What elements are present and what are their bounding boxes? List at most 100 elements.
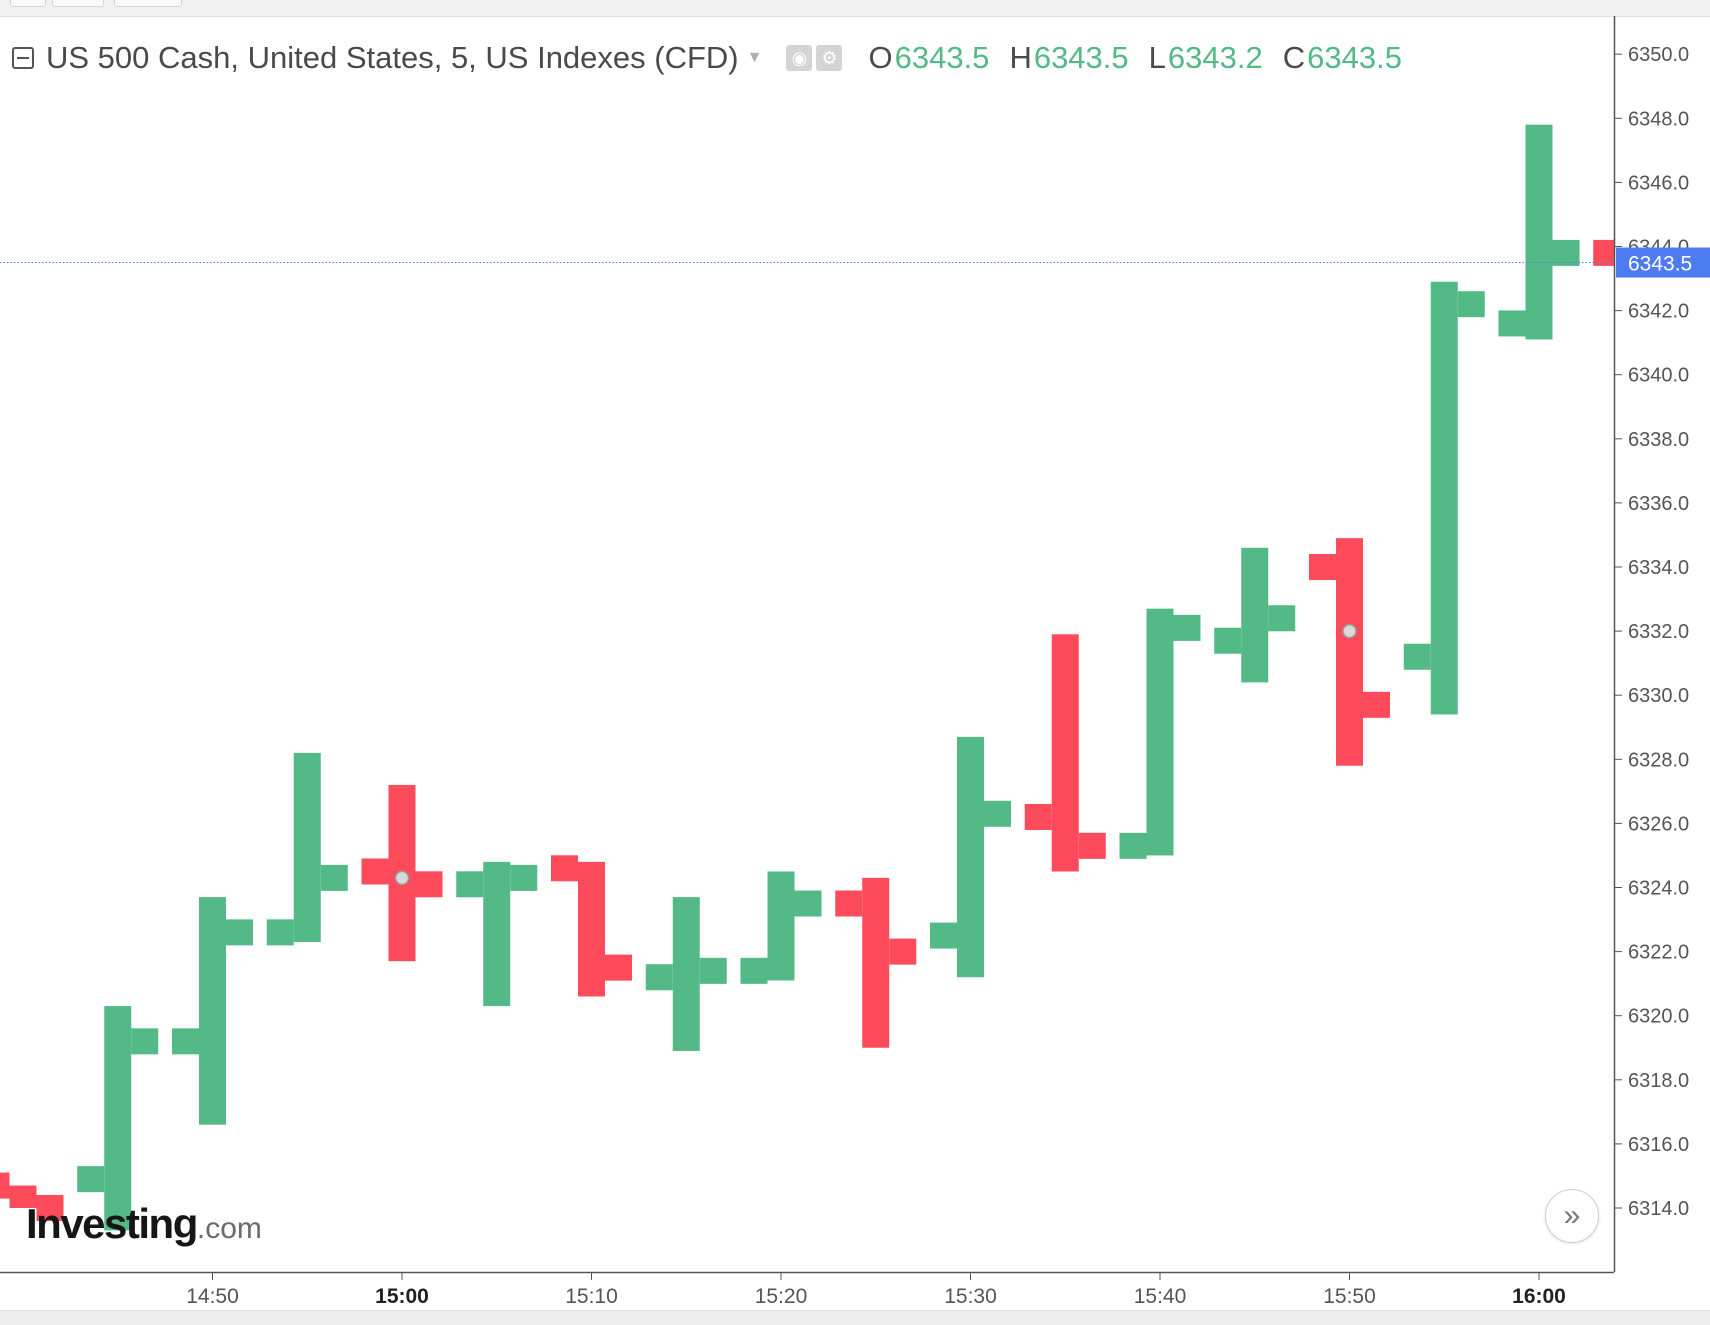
ohlc-bar[interactable] xyxy=(1214,547,1296,683)
ohlc-bar[interactable] xyxy=(835,877,917,1048)
logo-suffix: .com xyxy=(196,1212,262,1245)
bar-open-tick xyxy=(740,957,768,984)
bar-close-tick xyxy=(1078,832,1106,859)
x-tick-label: 15:20 xyxy=(755,1285,808,1308)
bar-open-tick xyxy=(645,964,673,991)
ohlc-bar[interactable] xyxy=(1024,634,1106,872)
high-value: 6343.5 xyxy=(1033,40,1129,75)
ohlc-bar[interactable] xyxy=(1498,124,1580,340)
bar-close-tick xyxy=(36,1195,64,1221)
bar-high-low xyxy=(1146,608,1174,856)
event-marker-icon xyxy=(394,870,410,886)
high-label: H xyxy=(1009,40,1032,75)
bar-high-low xyxy=(9,1185,37,1208)
bar-high-low xyxy=(483,861,511,1007)
open-label: O xyxy=(868,40,893,75)
collapse-legend-icon[interactable] xyxy=(12,47,34,69)
bar-open-tick xyxy=(361,858,389,885)
top-toolbar-strip xyxy=(0,0,1710,17)
ohlc-bar[interactable] xyxy=(1309,538,1390,766)
bar-open-tick xyxy=(1309,554,1336,580)
bar-open-tick xyxy=(835,890,863,917)
x-tick-label: 15:40 xyxy=(1134,1285,1187,1308)
symbol-title[interactable]: US 500 Cash, United States, 5, US Indexe… xyxy=(46,40,739,75)
y-tick-label: 6326.0 xyxy=(1628,813,1689,835)
bar-close-tick xyxy=(1268,605,1296,632)
y-tick-label: 6342.0 xyxy=(1628,301,1689,323)
y-tick-label: 6324.0 xyxy=(1628,878,1689,900)
eye-icon[interactable]: ◉ xyxy=(786,45,813,71)
chart-legend: US 500 Cash, United States, 5, US Indexe… xyxy=(12,36,1422,80)
y-tick-label: 6314.0 xyxy=(1628,1198,1689,1220)
bar-close-tick xyxy=(605,954,632,981)
y-tick-label: 6340.0 xyxy=(1628,365,1689,387)
x-tick-label: 15:10 xyxy=(565,1285,618,1308)
low-label: L xyxy=(1148,40,1166,75)
y-tick-label: 6320.0 xyxy=(1628,1006,1689,1028)
bar-open-tick xyxy=(551,855,578,882)
bar-high-low xyxy=(1430,281,1458,715)
bar-close-tick xyxy=(320,864,348,891)
ohlc-bar[interactable] xyxy=(266,752,348,946)
bar-close-tick xyxy=(889,938,917,965)
ohlc-bar[interactable] xyxy=(172,897,253,1125)
ohlc-bar[interactable] xyxy=(1119,608,1201,859)
toolbar-tab[interactable] xyxy=(52,0,104,7)
ohlc-bar[interactable] xyxy=(456,861,538,1007)
scroll-to-realtime-button[interactable]: » xyxy=(1545,1189,1599,1243)
bar-high-low xyxy=(1051,634,1079,872)
bar-open-tick xyxy=(77,1166,105,1193)
bar-high-low xyxy=(199,897,226,1125)
last-price-badge xyxy=(1616,247,1710,278)
bar-open-tick xyxy=(456,871,484,898)
gear-icon[interactable]: ⚙ xyxy=(816,45,843,71)
ohlc-bar[interactable] xyxy=(740,871,822,984)
bar-open-tick xyxy=(1593,239,1614,266)
bar-high-low xyxy=(578,861,605,997)
toolbar-tab[interactable] xyxy=(114,0,182,7)
ohlc-bar[interactable] xyxy=(551,855,632,997)
ohlc-bar[interactable] xyxy=(645,897,727,1051)
ohlc-bar[interactable] xyxy=(77,1006,159,1231)
bar-close-tick xyxy=(415,871,443,898)
investing-logo: Investing.com xyxy=(26,1200,262,1248)
ohlc-bar[interactable] xyxy=(1403,281,1485,715)
ohlc-bar[interactable] xyxy=(930,736,1011,978)
bar-high-low xyxy=(1525,124,1553,340)
bar-close-tick xyxy=(984,800,1011,827)
chevron-down-icon[interactable]: ▼ xyxy=(746,49,763,66)
bar-open-tick xyxy=(172,1028,199,1055)
bar-high-low xyxy=(957,736,984,978)
bar-open-tick xyxy=(266,919,294,946)
y-tick-label: 6346.0 xyxy=(1628,172,1689,194)
event-marker-icon xyxy=(1342,623,1357,639)
bar-close-tick xyxy=(1457,291,1485,318)
bar-open-tick xyxy=(1119,832,1147,859)
bar-open-tick xyxy=(1214,627,1242,654)
ohlc-values: O 6343.5 H 6343.5 L 6343.2 C 6343.5 xyxy=(868,40,1421,76)
logo-brand: Investing xyxy=(26,1200,198,1247)
x-tick-label: 16:00 xyxy=(1512,1285,1566,1308)
bar-high-low xyxy=(1241,547,1269,683)
bar-high-low xyxy=(767,871,795,981)
bar-close-tick xyxy=(699,957,727,984)
bar-open-tick xyxy=(1498,310,1526,337)
y-tick-label: 6318.0 xyxy=(1628,1070,1689,1092)
open-value: 6343.5 xyxy=(894,40,990,75)
ohlc-bar[interactable] xyxy=(0,1172,64,1221)
close-value: 6343.5 xyxy=(1307,40,1402,75)
y-tick-label: 6348.0 xyxy=(1628,108,1689,130)
y-tick-label: 6336.0 xyxy=(1628,493,1689,515)
bar-high-low xyxy=(1336,538,1363,766)
y-tick-label: 6332.0 xyxy=(1628,621,1689,643)
x-tick-label: 14:50 xyxy=(186,1285,239,1308)
ohlc-bar[interactable] xyxy=(1593,239,1674,285)
y-tick-label: 6334.0 xyxy=(1628,557,1689,579)
toolbar-tab[interactable] xyxy=(10,0,46,7)
ohlc-bars xyxy=(0,124,1674,1231)
y-tick-label: 6322.0 xyxy=(1628,942,1689,964)
bar-close-tick xyxy=(510,864,538,891)
close-label: C xyxy=(1282,40,1306,75)
